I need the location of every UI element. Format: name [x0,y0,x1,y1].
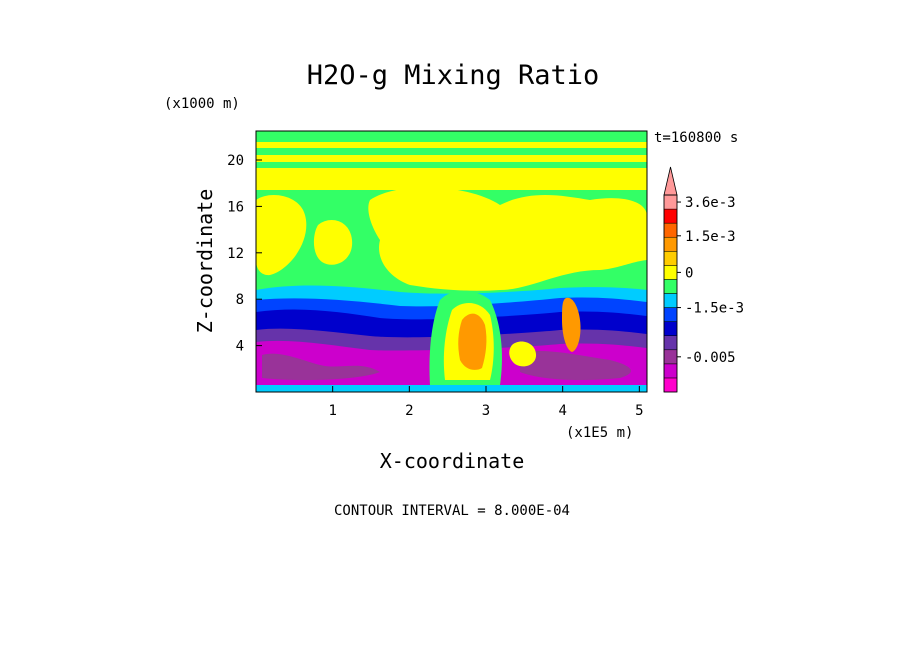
colorbar: 3.6e-3 1.5e-3 0 -1.5e-3 -0.005 [663,166,744,393]
x-tick-label: 1 [328,403,336,419]
colorbar-swatch [663,194,678,210]
y-axis-ticks: 4 8 12 16 20 [227,153,262,355]
y-tick-label: 16 [227,199,244,215]
colorbar-label: -0.005 [685,350,736,366]
colorbar-swatch [663,363,678,379]
x-axis-label: X-coordinate [380,449,525,473]
x-tick-label: 2 [405,403,413,419]
colorbar-swatch [663,321,678,336]
region-yellow-band-3 [256,168,647,190]
colorbar-swatch [663,236,678,252]
colorbar-swatch [663,293,678,308]
colorbar-label: 0 [685,265,693,281]
colorbar-swatch [663,208,678,224]
region-plume-orange [458,313,487,370]
y-tick-label: 4 [236,339,244,355]
colorbar-swatch [663,279,678,294]
x-tick-label: 4 [558,403,566,419]
colorbar-arrow [663,166,678,196]
region-magenta-bright [262,353,380,380]
colorbar-label: 3.6e-3 [685,195,736,211]
colorbar-swatch [663,265,678,280]
region-bottom-strip [256,385,647,392]
colorbar-swatch [663,251,678,266]
contour-interval-note: CONTOUR INTERVAL = 8.000E-04 [334,503,570,519]
time-label: t=160800 s [654,130,738,146]
colorbar-swatch [663,307,678,322]
region-magenta-bright-2 [520,350,631,380]
region-yellow-cloud-center [368,187,647,291]
region-yellow-cloud-left [256,195,307,276]
colorbar-swatch [663,377,678,393]
region-yellow-band-2 [256,155,647,162]
x-axis-ticks: 1 2 3 4 5 [328,386,644,419]
region-plume-orange-right [562,297,581,352]
region-yellow-top-band [256,142,647,148]
colorbar-label: 1.5e-3 [685,229,736,245]
chart-title: H2O-g Mixing Ratio [307,60,600,91]
colorbar-swatch [663,222,678,238]
x-tick-label: 3 [482,403,490,419]
colorbar-swatch [663,335,678,351]
colorbar-label: -1.5e-3 [685,301,744,317]
colorbar-swatch [663,349,678,365]
y-tick-label: 20 [227,153,244,169]
y-scale-note: (x1000 m) [164,96,240,112]
x-tick-label: 5 [635,403,643,419]
y-tick-label: 8 [236,292,244,308]
region-plume-yellow-small [509,341,537,367]
region-yellow-cloud-small [313,220,353,265]
y-tick-label: 12 [227,246,244,262]
y-axis-label: Z-coordinate [193,189,217,334]
x-scale-note: (x1E5 m) [566,425,633,441]
plot-frame [255,130,648,393]
colorbar-frame [663,194,678,393]
